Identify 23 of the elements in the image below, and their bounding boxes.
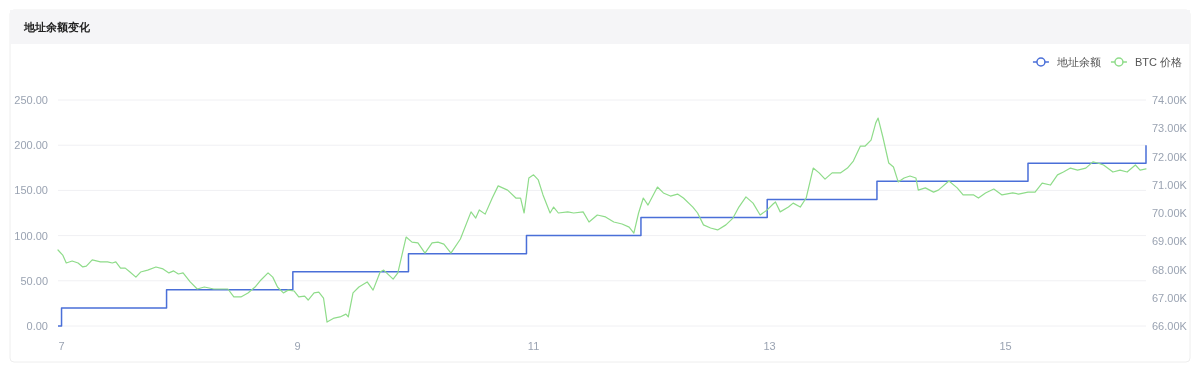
y-tick-label: 50.00	[20, 274, 48, 287]
y2-tick-label: 67.00K	[1152, 291, 1188, 304]
y2-tick-label: 68.00K	[1152, 263, 1188, 276]
y-tick-label: 250.00	[14, 94, 48, 106]
chart-title: 地址余额变化	[23, 21, 91, 33]
x-tick-label: 7	[58, 340, 65, 352]
y2-tick-label: 70.00K	[1152, 207, 1188, 219]
y-tick-label: 0.00	[26, 320, 48, 332]
x-tick-label: 9	[294, 340, 301, 352]
y-tick-label: 100.00	[14, 229, 48, 242]
y-tick-label: 200.00	[14, 139, 48, 152]
x-tick-label: 13	[763, 340, 776, 352]
y2-tick-label: 72.00K	[1152, 150, 1188, 163]
x-tick-label: 15	[999, 340, 1012, 352]
y2-tick-label: 66.00K	[1152, 320, 1188, 332]
y2-tick-label: 71.00K	[1152, 178, 1188, 191]
y2-tick-label: 69.00K	[1152, 235, 1188, 248]
y2-tick-label: 74.00K	[1152, 94, 1188, 106]
y2-tick-label: 73.00K	[1152, 122, 1188, 135]
y-tick-label: 150.00	[14, 184, 48, 197]
legend-label: 地址余额	[1055, 56, 1101, 68]
legend-label: BTC 价格	[1134, 56, 1182, 68]
x-tick-label: 11	[527, 340, 540, 352]
